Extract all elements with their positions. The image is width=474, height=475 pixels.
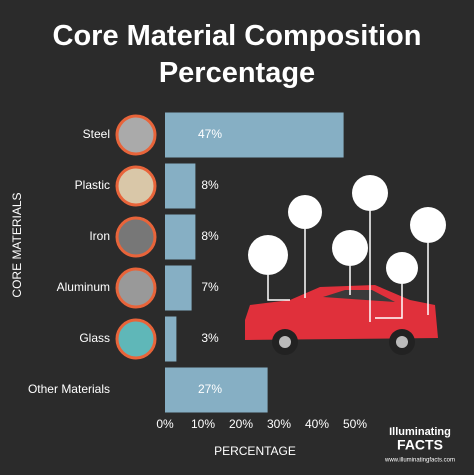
brand-url: www.illuminatingfacts.com (384, 458, 455, 464)
y-tick-label: Plastic (75, 178, 110, 192)
bar (165, 112, 344, 158)
y-tick-label: Steel (83, 127, 110, 141)
icon (115, 318, 157, 360)
x-tick-label: 0% (156, 417, 174, 431)
value-label: 27% (198, 382, 222, 396)
x-axis-label: PERCENTAGE (214, 444, 296, 458)
bar (165, 316, 177, 362)
chart-title: Core Material Composition Percentage (52, 20, 422, 89)
icon (115, 114, 157, 156)
y-tick-label: Aluminum (57, 280, 110, 294)
icon (115, 216, 157, 258)
icon (115, 165, 157, 207)
x-tick-label: 50% (343, 417, 367, 431)
x-tick-label: 10% (191, 417, 215, 431)
value-label: 8% (201, 178, 219, 192)
x-tick-label: 40% (305, 417, 329, 431)
material-icons (115, 114, 157, 360)
value-label: 8% (201, 229, 219, 243)
x-tick-label: 20% (229, 417, 253, 431)
value-label: 7% (201, 280, 219, 294)
bar (165, 265, 192, 311)
brand-name: Illuminating (389, 426, 451, 438)
brand: Illuminating FACTS www.illuminatingfacts… (384, 426, 455, 464)
car-illustration (245, 175, 446, 355)
bar (165, 367, 268, 413)
y-tick-label: Other Materials (28, 382, 110, 396)
y-tick-label: Glass (79, 331, 110, 345)
x-tick-label: 30% (267, 417, 291, 431)
value-label: 3% (201, 331, 219, 345)
y-tick-label: Iron (89, 229, 110, 243)
icon (115, 267, 157, 309)
value-label: 47% (198, 127, 222, 141)
brand-highlight: FACTS (397, 437, 443, 453)
bar (165, 163, 196, 209)
y-axis-label: CORE MATERIALS (10, 192, 24, 297)
bar (165, 214, 196, 260)
